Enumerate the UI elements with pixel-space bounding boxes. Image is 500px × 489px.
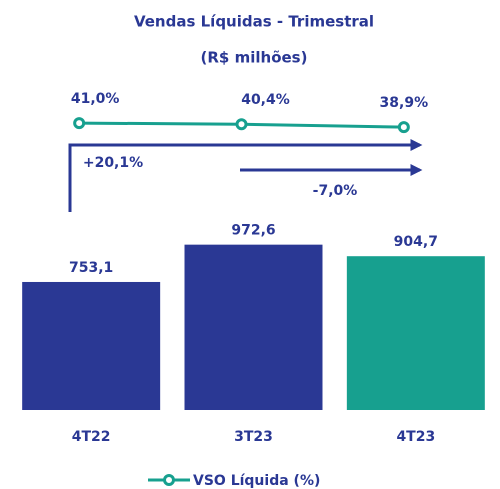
bar	[346, 256, 485, 410]
chart-title: Vendas Líquidas - Trimestral	[134, 13, 374, 31]
line-marker	[73, 117, 86, 130]
line-marker	[235, 118, 248, 131]
annotation: -7,0%	[313, 183, 358, 199]
bar	[184, 244, 323, 410]
chart-subtitle: (R$ milhões)	[201, 49, 308, 67]
bar-value-label: 753,1	[69, 260, 113, 276]
annotation: +20,1%	[83, 155, 143, 171]
x-tick-label: 4T22	[72, 429, 111, 445]
growth-arrow	[68, 139, 423, 212]
x-tick-label: 4T23	[396, 429, 435, 445]
line-value-label: 38,9%	[380, 95, 429, 111]
line-value-label: 41,0%	[71, 91, 120, 107]
bar-value-label: 972,6	[231, 223, 275, 239]
line-value-label: 40,4%	[241, 92, 290, 108]
x-tick-label: 3T23	[234, 429, 273, 445]
legend-marker	[163, 474, 175, 486]
legend-label: VSO Líquida (%)	[193, 473, 320, 489]
bar-value-label: 904,7	[394, 234, 438, 250]
line-marker	[397, 121, 410, 134]
bar	[22, 281, 161, 410]
